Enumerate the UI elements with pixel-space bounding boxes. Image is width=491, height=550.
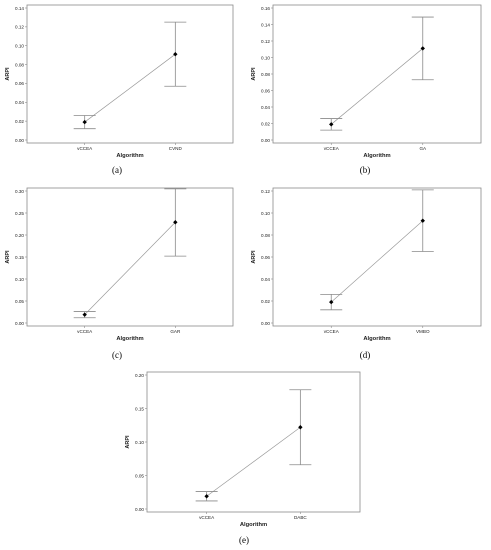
y-tick-label: 0.00: [15, 138, 24, 143]
y-tick-label: 0.00: [261, 321, 270, 326]
y-tick-label: 0.04: [261, 105, 270, 110]
y-tick-label: 0.10: [261, 55, 270, 60]
y-tick-label: 0.08: [261, 72, 270, 77]
y-tick-label: 0.25: [15, 211, 24, 216]
y-tick-label: 0.00: [135, 507, 144, 512]
y-tick-label: 0.16: [261, 6, 270, 11]
x-tick-label: vCCEA: [324, 146, 340, 151]
y-tick-label: 0.20: [15, 233, 24, 238]
panel-caption-e: (e): [239, 535, 249, 545]
panel-caption-a: (a): [112, 165, 122, 175]
y-tick-label: 0.12: [261, 189, 270, 194]
x-axis-label: Algorithm: [240, 522, 267, 528]
x-tick-label: GAR: [170, 329, 181, 334]
x-tick-label: vCCEA: [324, 329, 340, 334]
x-axis-label: Algorithm: [116, 153, 143, 159]
y-axis-label: ARPI: [125, 435, 131, 449]
plot-frame: [272, 4, 482, 144]
x-tick-label: VMBO: [416, 329, 430, 334]
y-tick-label: 0.12: [261, 39, 270, 44]
y-tick-label: 0.06: [261, 88, 270, 93]
y-axis-label: ARPI: [5, 67, 11, 81]
mean-connector-line: [84, 221, 176, 315]
y-tick-label: 0.10: [261, 211, 270, 216]
mean-point: [173, 220, 178, 225]
chart-panel-d: 0.00 0.02 0.04 0.06 0.08 0.10 0.12 ARPI vCCEA VMB…: [246, 183, 491, 363]
y-tick-label: 0.06: [15, 81, 24, 86]
chart-panel-b: 0.00 0.02 0.04 0.06 0.08 0.10 0.12 0.14 0.16 ARPI…: [246, 0, 491, 180]
plot-frame: [26, 4, 234, 144]
chart-panel-e: 0.00 0.05 0.10 0.15 0.20 ARPI vCCEA DABC Algorit…: [120, 367, 370, 550]
mean-connector-line: [331, 220, 423, 303]
mean-point: [204, 494, 209, 499]
y-tick-label: 0.10: [15, 277, 24, 282]
x-axis-label: Algorithm: [363, 153, 390, 159]
mean-point: [329, 122, 334, 127]
mean-point: [173, 52, 178, 57]
y-tick-label: 0.12: [15, 25, 24, 30]
panel-caption-d: (d): [359, 350, 371, 360]
mean-point: [82, 312, 87, 317]
mean-point: [329, 299, 334, 305]
y-axis-label: ARPI: [251, 67, 257, 81]
plot-frame: [26, 187, 234, 327]
y-tick-label: 0.10: [15, 44, 24, 49]
y-tick-label: 0.10: [135, 440, 144, 445]
y-tick-label: 0.05: [15, 299, 24, 304]
y-tick-label: 0.20: [135, 373, 144, 378]
chart-panel-a: 0.00 0.02 0.04 0.06 0.08 0.10 0.12 0.14 ARPI vCCE…: [0, 0, 243, 180]
x-tick-label: vCCEA: [77, 146, 93, 151]
x-axis-label: Algorithm: [116, 336, 143, 342]
mean-connector-line: [84, 53, 176, 123]
interval-plot-b: 0.00 0.02 0.04 0.06 0.08 0.10 0.12 0.14 0.16 ARPI…: [251, 4, 482, 159]
y-tick-label: 0.00: [261, 138, 270, 143]
panel-caption-c: (c): [112, 350, 122, 360]
y-tick-label: 0.06: [261, 255, 270, 260]
x-tick-label: DABC: [294, 515, 307, 520]
x-tick-label: vCCEA: [77, 329, 93, 334]
x-axis-label: Algorithm: [363, 336, 390, 342]
y-tick-label: 0.02: [261, 121, 270, 126]
y-tick-label: 0.00: [15, 321, 24, 326]
y-tick-label: 0.04: [261, 277, 270, 282]
interval-plot-e: 0.00 0.05 0.10 0.15 0.20 ARPI vCCEA DABC Algorit…: [125, 371, 361, 528]
y-tick-label: 0.02: [261, 299, 270, 304]
y-tick-label: 0.30: [15, 189, 24, 194]
plot-frame: [146, 371, 361, 513]
y-axis-label: ARPI: [5, 250, 11, 264]
mean-connector-line: [206, 426, 301, 497]
y-axis-label: ARPI: [251, 250, 257, 264]
mean-point: [420, 46, 425, 51]
interval-plot-d: 0.00 0.02 0.04 0.06 0.08 0.10 0.12 ARPI vCCEA VMB…: [251, 187, 482, 342]
mean-point: [298, 425, 303, 430]
y-tick-label: 0.14: [261, 22, 270, 27]
y-tick-label: 0.04: [15, 100, 24, 105]
x-tick-label: CVND: [169, 146, 183, 151]
mean-point: [82, 119, 87, 125]
x-tick-label: vCCEA: [199, 515, 215, 520]
x-tick-label: GA: [419, 146, 427, 151]
chart-panel-c: 0.00 0.05 0.10 0.15 0.20 0.25 0.30 ARPI vCCEA GAR…: [0, 183, 243, 363]
plot-frame: [272, 187, 482, 327]
y-tick-label: 0.15: [15, 255, 24, 260]
y-tick-label: 0.08: [261, 233, 270, 238]
y-tick-label: 0.15: [135, 406, 144, 411]
mean-connector-line: [331, 48, 423, 125]
interval-plot-a: 0.00 0.02 0.04 0.06 0.08 0.10 0.12 0.14 ARPI vCCE…: [5, 4, 234, 159]
y-tick-label: 0.08: [15, 62, 24, 67]
interval-plot-c: 0.00 0.05 0.10 0.15 0.20 0.25 0.30 ARPI vCCEA GAR…: [5, 187, 234, 342]
y-tick-label: 0.14: [15, 6, 24, 11]
mean-point: [420, 218, 425, 223]
panel-caption-b: (b): [359, 165, 371, 175]
y-tick-label: 0.02: [15, 119, 24, 124]
y-tick-label: 0.05: [135, 473, 144, 478]
